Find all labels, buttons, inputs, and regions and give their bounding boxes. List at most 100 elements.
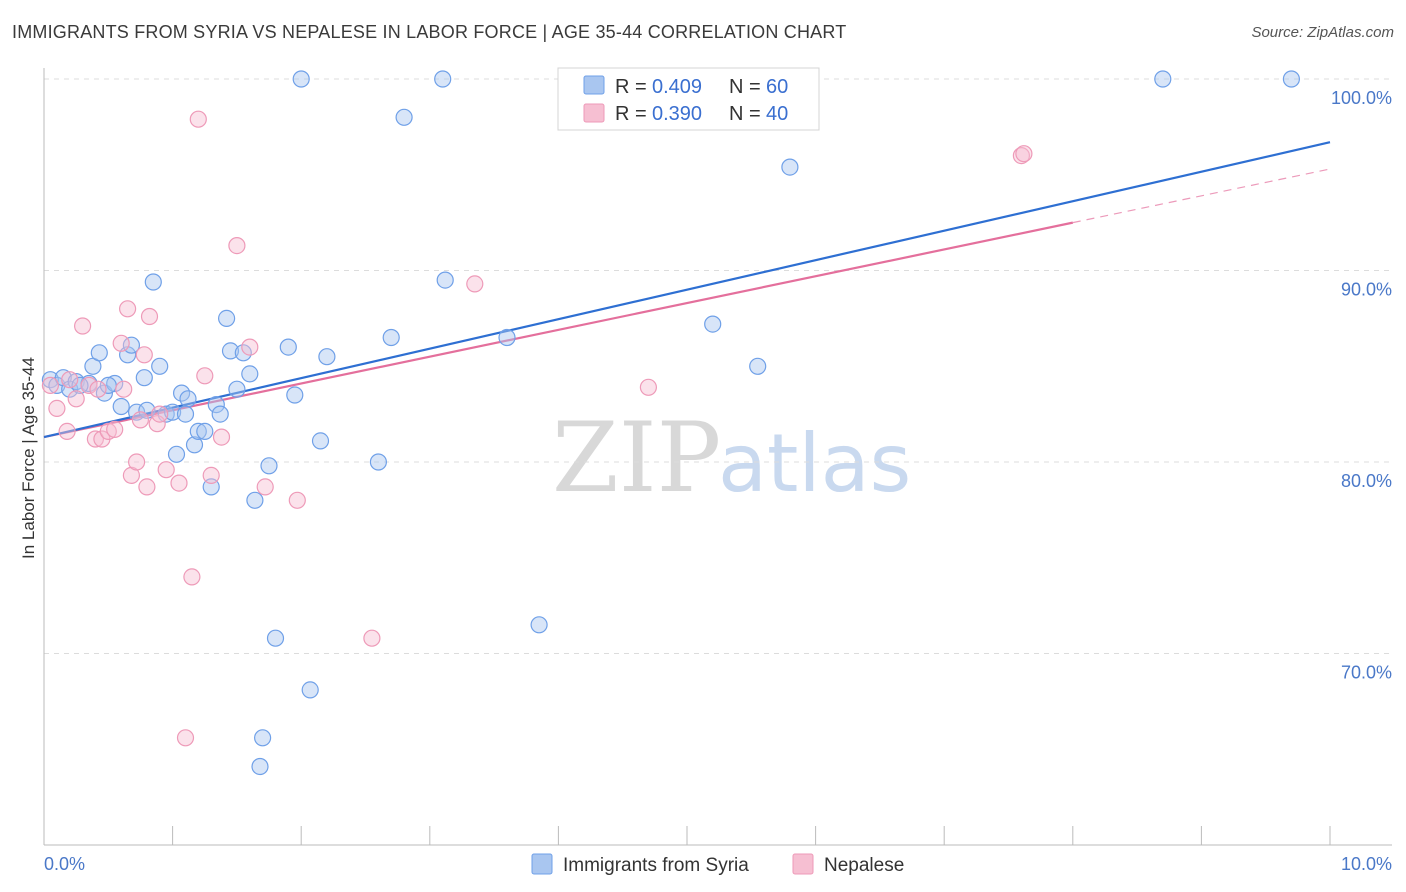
- series-legend: Immigrants from Syria Nepalese: [531, 853, 904, 876]
- point-nepal: [99, 422, 117, 440]
- point-syria: [164, 403, 182, 421]
- point-nepal: [256, 478, 274, 496]
- point-nepal: [183, 568, 201, 586]
- y-axis-tick-labels: 100.0% 90.0% 80.0% 70.0%: [1331, 88, 1392, 683]
- point-syria: [254, 729, 272, 747]
- point-syria: [112, 397, 130, 416]
- point-nepal: [170, 474, 188, 492]
- y-tick-label: 90.0%: [1341, 280, 1392, 300]
- point-nepal: [48, 399, 66, 417]
- point-syria: [292, 70, 310, 88]
- bottom-legend-swatch-nepal: [792, 853, 814, 875]
- point-nepal: [228, 237, 246, 255]
- point-syria: [279, 338, 297, 356]
- point-nepal: [106, 420, 124, 438]
- legend-r-value-nepal: 0.390: [652, 103, 702, 125]
- point-syria: [1154, 70, 1172, 88]
- point-nepal: [73, 317, 92, 335]
- point-syria: [179, 390, 197, 408]
- point-nepal: [202, 466, 220, 484]
- point-syria: [434, 70, 452, 88]
- point-nepal: [41, 376, 60, 394]
- chart-source: Source: ZipAtlas.com: [1251, 24, 1394, 41]
- point-syria: [176, 405, 195, 423]
- point-syria: [369, 453, 387, 471]
- point-nepal: [131, 411, 149, 429]
- legend-r-label-nepal: R =: [615, 103, 647, 125]
- x-tick-label: 0.0%: [44, 854, 85, 874]
- y-axis-label: In Labor Force | Age 35-44: [19, 357, 38, 559]
- y-tick-label: 100.0%: [1331, 88, 1392, 108]
- bottom-legend-swatch-syria: [531, 853, 553, 875]
- axes: [43, 68, 1392, 846]
- point-syria: [498, 328, 516, 347]
- legend-n-value-nepal: 40: [766, 103, 788, 125]
- point-nepal: [128, 453, 146, 471]
- point-syria: [218, 309, 236, 327]
- trend-line-nepal-extension: [1072, 168, 1331, 224]
- trend-lines: [43, 141, 1331, 439]
- point-syria: [436, 271, 454, 289]
- point-nepal: [135, 346, 153, 364]
- point-syria: [151, 357, 169, 375]
- x-axis-tick-labels: 0.0% 10.0%: [44, 854, 1392, 874]
- point-syria: [167, 445, 186, 463]
- point-nepal: [151, 405, 169, 423]
- legend-swatch-nepal: [583, 103, 605, 123]
- trend-line-syria: [43, 141, 1331, 439]
- point-nepal: [1015, 145, 1033, 163]
- point-syria: [138, 401, 156, 419]
- point-syria: [90, 344, 108, 362]
- point-syria: [749, 357, 767, 375]
- point-syria: [71, 376, 89, 394]
- point-nepal: [363, 629, 381, 647]
- point-nepal: [157, 461, 175, 479]
- point-syria: [246, 491, 264, 509]
- point-nepal: [86, 430, 105, 448]
- point-syria: [211, 405, 229, 423]
- legend-n-value-syria: 60: [766, 76, 788, 98]
- point-syria: [196, 422, 214, 440]
- point-nepal: [112, 334, 130, 352]
- point-syria: [251, 757, 269, 776]
- legend-r-label-syria: R =: [615, 76, 647, 98]
- chart-title: IMMIGRANTS FROM SYRIA VS NEPALESE IN LAB…: [12, 22, 847, 42]
- point-syria: [144, 273, 162, 291]
- series-nepal-points: [41, 110, 1033, 747]
- legend-swatch-syria: [583, 75, 605, 95]
- point-nepal: [80, 376, 98, 394]
- point-syria: [781, 158, 799, 176]
- point-nepal: [115, 380, 133, 398]
- y-tick-label: 70.0%: [1341, 663, 1392, 683]
- point-syria: [395, 108, 413, 126]
- point-syria: [41, 371, 60, 389]
- point-syria: [286, 386, 304, 404]
- point-syria: [311, 432, 330, 450]
- x-axis-ticks: [172, 826, 1331, 845]
- point-syria: [106, 374, 124, 393]
- point-syria: [189, 422, 207, 440]
- legend-r-value-syria: 0.409: [652, 76, 702, 98]
- point-nepal: [288, 491, 306, 509]
- point-syria: [228, 380, 246, 398]
- point-syria: [301, 681, 319, 699]
- point-syria: [530, 616, 548, 634]
- y-tick-label: 80.0%: [1341, 471, 1392, 491]
- point-syria: [382, 328, 400, 347]
- bottom-legend-label-syria: Immigrants from Syria: [563, 855, 749, 876]
- point-nepal: [61, 371, 79, 389]
- trend-line-nepal: [43, 221, 1074, 439]
- stats-legend: R = 0.409 N = 60 R = 0.390 N = 40: [557, 67, 820, 131]
- point-nepal: [196, 367, 214, 385]
- point-nepal: [140, 307, 159, 326]
- bottom-legend-label-nepal: Nepalese: [824, 855, 904, 876]
- point-syria: [234, 344, 252, 362]
- point-syria: [241, 365, 259, 383]
- watermark: ZIP atlas: [552, 402, 911, 514]
- legend-n-label-syria: N =: [729, 76, 761, 98]
- point-syria: [221, 342, 240, 360]
- point-nepal: [212, 428, 231, 446]
- point-syria: [260, 457, 278, 475]
- series-syria-points: [41, 70, 1301, 776]
